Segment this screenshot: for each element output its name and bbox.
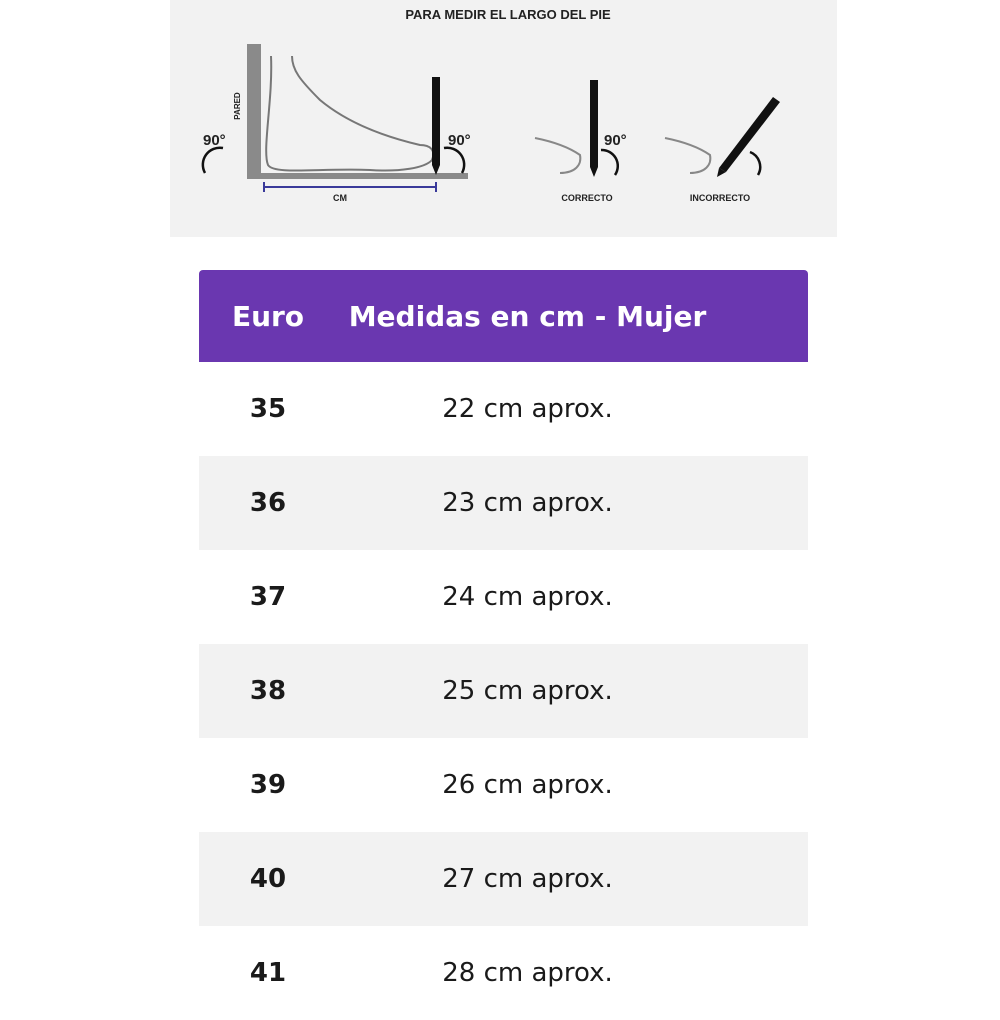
euro-size: 38 (249, 676, 287, 706)
euro-size: 35 (249, 394, 287, 424)
angle-right-label: 90° (448, 132, 471, 149)
foot-outline (265, 55, 435, 172)
foot-length: 23 cm aprox. (442, 488, 613, 518)
floor (247, 173, 468, 179)
foot-length: 27 cm aprox. (442, 864, 613, 894)
euro-size: 37 (249, 582, 287, 612)
euro-size: 39 (249, 770, 287, 800)
foot-length: 24 cm aprox. (442, 582, 613, 612)
angle-correct-label: 90° (604, 132, 627, 149)
euro-size: 41 (249, 958, 287, 988)
table-row: 39 26 cm aprox. (199, 738, 808, 832)
table-row: 40 27 cm aprox. (199, 832, 808, 926)
table-row: 37 24 cm aprox. (199, 550, 808, 644)
foot-length: 22 cm aprox. (442, 394, 613, 424)
foot-length: 26 cm aprox. (442, 770, 613, 800)
table-header: Euro Medidas en cm - Mujer (199, 270, 808, 362)
incorrect-label: INCORRECTO (690, 193, 750, 203)
wall (247, 44, 261, 179)
table-row: 38 25 cm aprox. (199, 644, 808, 738)
euro-size: 40 (249, 864, 287, 894)
correct-label: CORRECTO (561, 193, 612, 203)
header-euro: Euro (231, 299, 305, 333)
foot-length: 25 cm aprox. (442, 676, 613, 706)
pencil-icon (432, 77, 440, 165)
table-row: 41 28 cm aprox. (199, 926, 808, 1020)
euro-size: 36 (249, 488, 287, 518)
header-measure: Medidas en cm - Mujer (348, 299, 707, 333)
foot-length: 28 cm aprox. (442, 958, 613, 988)
table-row: 36 23 cm aprox. (199, 456, 808, 550)
size-table: Euro Medidas en cm - Mujer 35 22 cm aprox… (199, 270, 808, 1020)
pencil-correct-icon (590, 80, 598, 167)
wall-label: PARED (233, 92, 242, 120)
pencil-incorrect-icon (719, 97, 780, 172)
diagram-title: PARA MEDIR EL LARGO DEL PIE (405, 7, 611, 22)
table-row: 35 22 cm aprox. (199, 362, 808, 456)
foot-measurement-diagram: PARA MEDIR EL LARGO DEL PIE PARED 90° 90… (170, 0, 837, 237)
angle-left-label: 90° (203, 132, 226, 149)
length-label: CM (333, 193, 347, 203)
